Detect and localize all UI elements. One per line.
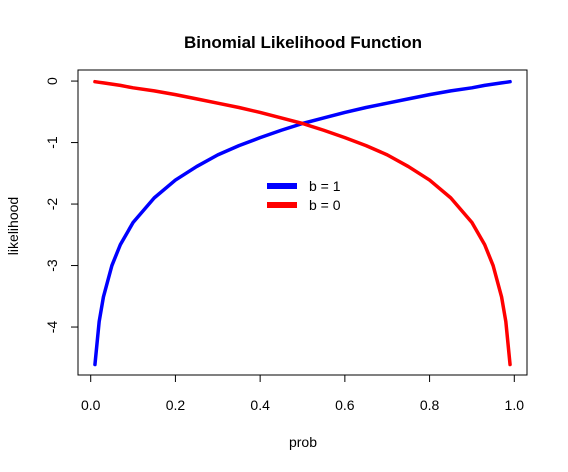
x-tick-label: 1.0 — [505, 397, 525, 413]
y-tick-label: -1 — [44, 136, 60, 149]
x-tick-label: 0.6 — [335, 397, 355, 413]
x-tick-label: 0.4 — [250, 397, 270, 413]
y-tick-label: 0 — [44, 77, 60, 85]
y-tick-label: -2 — [44, 198, 60, 211]
x-axis: 0.0 0.2 0.4 0.6 0.8 1.0 — [81, 374, 525, 413]
plot-frame — [77, 69, 528, 376]
chart-title: Binomial Likelihood Function — [184, 33, 422, 52]
y-axis: 0 -1 -2 -3 -4 — [44, 77, 79, 334]
series-layer — [93, 79, 512, 367]
series-line-2 — [93, 79, 512, 367]
legend-label: b = 1 — [309, 178, 341, 194]
x-tick-label: 0.2 — [166, 397, 186, 413]
legend-label: b = 0 — [309, 197, 341, 213]
x-tick-label: 0.8 — [420, 397, 440, 413]
x-tick-label: 0.0 — [81, 397, 101, 413]
legend: b = 1 b = 0 — [267, 178, 341, 213]
y-tick-label: -3 — [44, 259, 60, 272]
x-axis-title: prob — [289, 434, 317, 450]
y-axis-title: likelihood — [5, 197, 21, 255]
y-tick-label: -4 — [44, 321, 60, 334]
